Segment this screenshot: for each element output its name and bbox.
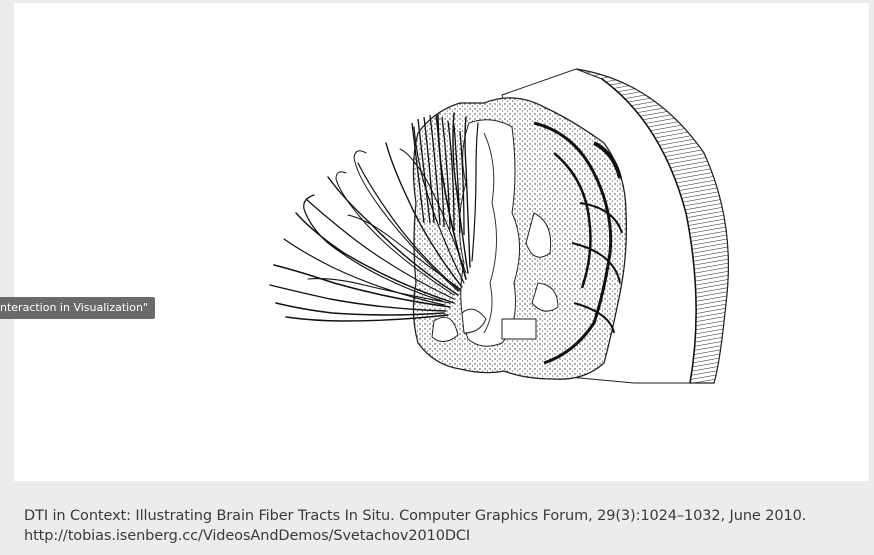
figure-panel: [14, 3, 869, 481]
caption-citation: DTI in Context: Illustrating Brain Fiber…: [24, 508, 807, 524]
presentation-title-tooltip: nteraction in Visualization": [0, 297, 155, 319]
brain-illustration-icon: [269, 68, 729, 384]
figure-caption: DTI in Context: Illustrating Brain Fiber…: [24, 506, 806, 546]
caption-url[interactable]: http://tobias.isenberg.cc/VideosAndDemos…: [24, 528, 471, 544]
